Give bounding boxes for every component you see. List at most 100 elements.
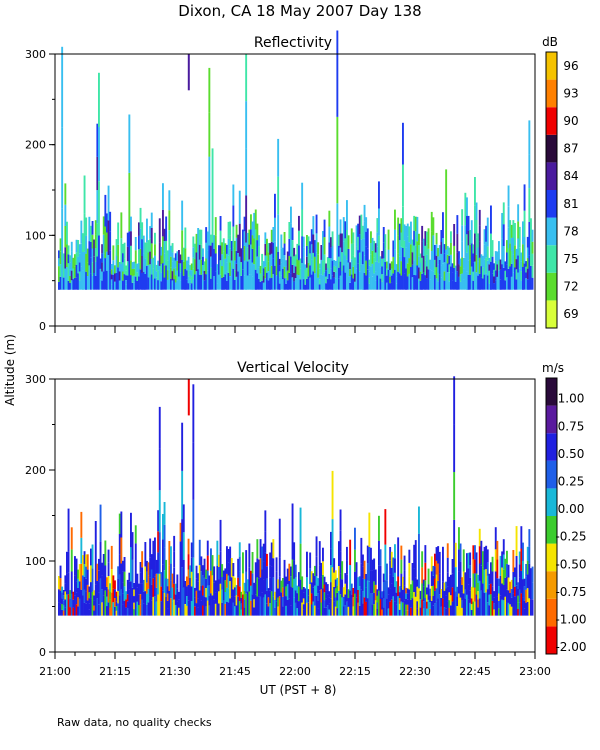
heatmap-cell: [350, 583, 353, 595]
heatmap-cell: [306, 564, 308, 578]
heatmap-cell: [269, 552, 272, 566]
heatmap-cell: [195, 590, 198, 604]
heatmap-cell: [446, 281, 449, 290]
heatmap-cell: [464, 598, 467, 607]
heatmap-cell: [467, 568, 470, 585]
heatmap-cell: [99, 258, 102, 269]
heatmap-cell: [509, 266, 512, 290]
heatmap-cell: [490, 562, 492, 573]
heatmap-cell: [451, 573, 454, 588]
heatmap-cell: [342, 217, 345, 242]
heatmap-cell: [432, 235, 435, 254]
heatmap-cell: [78, 262, 81, 272]
heatmap-cell: [197, 581, 200, 591]
heatmap-cell: [173, 535, 176, 552]
heatmap-cell: [454, 567, 457, 592]
heatmap-cell: [179, 559, 182, 579]
heatmap-cell: [214, 217, 217, 236]
colorbar-frame: [545, 51, 558, 329]
heatmap-cell: [291, 264, 294, 278]
heatmap-cell: [261, 262, 264, 272]
heatmap-cell: [376, 232, 379, 247]
heatmap-cell: [109, 583, 112, 592]
heatmap-cell: [307, 276, 310, 290]
heatmap-cell: [117, 603, 120, 616]
heatmap-cell: [214, 235, 217, 254]
heatmap-cell: [382, 590, 385, 599]
heatmap-cell: [437, 281, 440, 290]
heatmap-cell: [381, 609, 384, 616]
heatmap-cell: [67, 254, 70, 264]
heatmap-cell: [454, 281, 457, 290]
heatmap-cell: [502, 585, 505, 601]
heatmap-cell: [222, 570, 225, 586]
heatmap-cell: [531, 277, 534, 290]
heatmap-cell: [187, 600, 190, 616]
heatmap-cell: [178, 599, 180, 608]
heatmap-cell: [342, 265, 345, 290]
heatmap-cell: [384, 248, 387, 262]
heatmap-cell: [466, 215, 468, 235]
heatmap-cell: [432, 585, 435, 596]
heatmap-cell: [339, 219, 342, 234]
heatmap-cell: [416, 601, 419, 609]
heatmap-cell: [419, 280, 422, 290]
heatmap-cell: [245, 571, 248, 594]
heatmap-cell: [224, 592, 227, 604]
heatmap-cell: [243, 216, 246, 232]
heatmap-cell: [510, 250, 513, 264]
heatmap-cell: [470, 266, 473, 290]
heatmap-cell: [114, 598, 116, 607]
heatmap-cell: [202, 281, 204, 290]
heatmap-cell: [339, 233, 342, 248]
heatmap-cell: [166, 270, 169, 280]
heatmap-cell: [227, 589, 230, 603]
heatmap-cell: [309, 584, 312, 600]
heatmap-cell: [285, 576, 288, 587]
heatmap-cell: [430, 586, 433, 601]
heatmap-cell: [302, 587, 305, 593]
heatmap-cell: [189, 565, 192, 578]
heatmap-cell: [154, 278, 156, 290]
heatmap-cell: [182, 587, 185, 616]
heatmap-cell: [517, 204, 520, 222]
heatmap-cell: [122, 280, 124, 290]
heatmap-cell: [59, 565, 62, 579]
heatmap-cell: [165, 559, 168, 579]
x-tick-label: 22:00: [279, 665, 311, 678]
heatmap-cell: [251, 248, 254, 263]
heatmap-cell: [78, 244, 81, 254]
colorbar-swatch: [546, 626, 557, 654]
heatmap-cell: [507, 227, 510, 248]
heatmap-cell: [61, 127, 64, 209]
heatmap-cell: [290, 596, 292, 606]
heatmap-cell: [522, 560, 524, 580]
heatmap-cell: [470, 586, 473, 593]
heatmap-cell: [448, 264, 451, 273]
heatmap-cell: [325, 270, 328, 277]
heatmap-cell: [474, 587, 476, 602]
heatmap-cell: [90, 257, 92, 274]
heatmap-cell: [414, 231, 417, 246]
heatmap-cell: [507, 268, 510, 290]
heatmap-cell: [469, 565, 472, 578]
heatmap-cell: [288, 272, 291, 290]
heatmap-cell: [122, 262, 124, 272]
heatmap-cell: [134, 543, 137, 562]
heatmap-cell: [526, 560, 529, 575]
heatmap-cell: [126, 601, 129, 609]
heatmap-cell: [88, 241, 91, 266]
heatmap-cell: [477, 591, 480, 600]
heatmap-cell: [197, 269, 200, 290]
heatmap-cell: [173, 257, 176, 269]
heatmap-cell: [506, 589, 508, 603]
heatmap-cell: [242, 249, 244, 270]
heatmap-cell: [304, 284, 307, 290]
heatmap-cell: [195, 578, 198, 591]
heatmap-cell: [478, 241, 481, 258]
heatmap-cell: [485, 225, 488, 242]
heatmap-cell: [326, 268, 329, 279]
heatmap-cell: [190, 276, 193, 284]
heatmap-cell: [390, 282, 393, 290]
heatmap-cell: [280, 262, 283, 276]
